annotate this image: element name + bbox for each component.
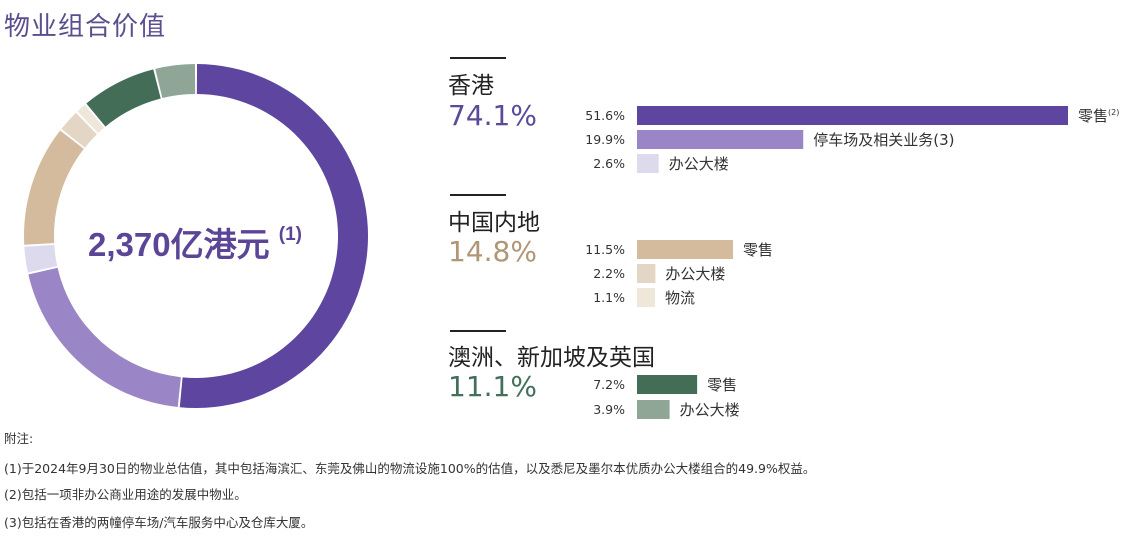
bar-category-label: 零售 — [743, 241, 773, 259]
region-rule-cn — [450, 194, 506, 196]
total-value: 2,370亿港元 — [88, 226, 270, 263]
bar-1-1 — [637, 264, 656, 283]
bar-0-0 — [637, 106, 1068, 125]
donut-slice-7 — [155, 64, 196, 99]
footnote-3: (3)包括在香港的两幢停车场/汽车服务中心及仓库大厦。 — [4, 515, 314, 530]
bar-category-label: 零售(2) — [1078, 107, 1119, 125]
bar-value-label: 7.2% — [593, 377, 625, 392]
bar-category-label: 停车场及相关业务(3) — [813, 131, 954, 149]
bar-2-0 — [637, 375, 698, 394]
donut-slice-5 — [77, 104, 105, 134]
region-rule-hk — [450, 57, 506, 59]
region-total-hk: 74.1% — [448, 99, 537, 132]
segment-bar-chart: 51.6% 零售(2) 19.9% 停车场及相关业务(3) 2.6% 办公大楼 11.5% 零… — [585, 106, 1119, 419]
bar-category-label: 办公大楼 — [680, 401, 740, 419]
portfolio-donut-chart — [24, 64, 369, 409]
region-total-au: 11.1% — [448, 370, 537, 403]
footnote-2: (2)包括一项非办公商业用途的发展中物业。 — [4, 487, 247, 502]
bar-category-label: 物流 — [665, 289, 695, 307]
region-total-cn: 14.8% — [448, 235, 537, 268]
bar-value-label: 2.6% — [593, 156, 625, 171]
chart-title: 物业组合价值 — [4, 12, 167, 42]
region-rule-au — [450, 330, 506, 332]
donut-slice-2 — [24, 244, 58, 273]
bar-2-1 — [637, 400, 670, 419]
bar-value-label: 2.2% — [593, 266, 625, 281]
bar-value-label: 51.6% — [585, 108, 625, 123]
donut-center-label: 2,370亿港元 (1) — [88, 218, 302, 266]
donut-slice-3 — [24, 130, 84, 245]
bar-category-label: 零售 — [707, 376, 737, 394]
region-name-hk: 香港 — [448, 73, 494, 99]
bar-0-1 — [637, 130, 804, 149]
bar-value-label: 3.9% — [593, 402, 625, 417]
region-name-cn: 中国内地 — [448, 210, 540, 236]
donut-slice-0 — [179, 64, 369, 409]
bar-category-label: 办公大楼 — [669, 155, 729, 173]
bar-value-label: 1.1% — [593, 290, 625, 305]
footnote-1: (1)于2024年9月30日的物业总估值，其中包括海滨汇、东莞及佛山的物流设施1… — [4, 461, 816, 476]
bar-1-0 — [637, 240, 734, 259]
region-name-au: 澳洲、新加坡及英国 — [448, 345, 655, 371]
donut-slice-4 — [61, 112, 97, 148]
footnote-heading: 附注: — [4, 431, 34, 446]
bar-value-label: 11.5% — [585, 242, 625, 257]
total-value-note: (1) — [278, 224, 302, 245]
bar-0-2 — [637, 154, 659, 173]
donut-slice-1 — [28, 267, 181, 408]
bar-value-label: 19.9% — [585, 132, 625, 147]
bar-1-2 — [637, 288, 655, 307]
bar-category-label: 办公大楼 — [665, 265, 725, 283]
donut-slice-6 — [86, 69, 161, 127]
